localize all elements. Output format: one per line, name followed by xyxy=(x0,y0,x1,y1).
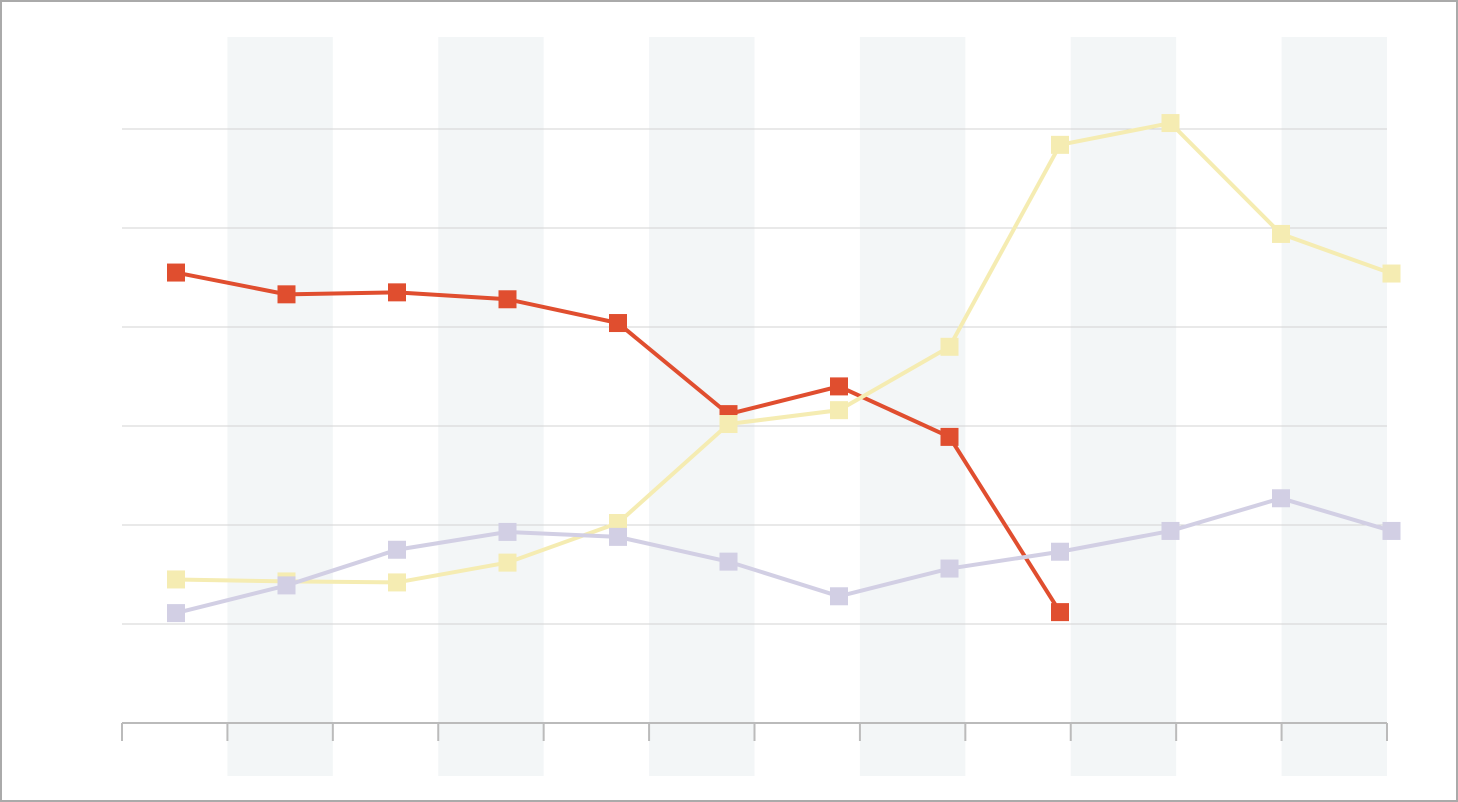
point xyxy=(388,283,406,302)
point xyxy=(1161,114,1180,133)
band xyxy=(227,37,333,776)
point xyxy=(940,427,959,446)
point xyxy=(940,559,959,578)
point xyxy=(388,540,406,559)
band xyxy=(1281,37,1387,776)
point xyxy=(609,314,627,333)
point xyxy=(1161,521,1180,540)
point xyxy=(830,401,848,420)
point xyxy=(498,522,517,541)
point xyxy=(167,263,185,282)
point xyxy=(277,285,296,304)
point xyxy=(498,290,517,309)
band xyxy=(1070,37,1177,776)
point xyxy=(498,553,517,572)
point xyxy=(167,570,185,589)
point xyxy=(1051,542,1069,561)
series-line xyxy=(175,496,1393,616)
point xyxy=(719,552,738,571)
point xyxy=(1382,521,1401,540)
point xyxy=(277,576,296,595)
band xyxy=(438,37,544,776)
point xyxy=(1382,264,1401,283)
point xyxy=(830,587,848,606)
point xyxy=(388,573,406,592)
point xyxy=(609,514,627,533)
band xyxy=(859,37,966,776)
point xyxy=(830,377,848,396)
point xyxy=(719,415,738,434)
point xyxy=(1272,489,1290,508)
band xyxy=(649,37,755,776)
point xyxy=(940,337,959,356)
point xyxy=(1272,224,1290,243)
point xyxy=(609,527,627,546)
point xyxy=(1051,603,1069,622)
point xyxy=(1051,135,1069,154)
point xyxy=(167,604,185,623)
series-line xyxy=(175,120,1393,585)
